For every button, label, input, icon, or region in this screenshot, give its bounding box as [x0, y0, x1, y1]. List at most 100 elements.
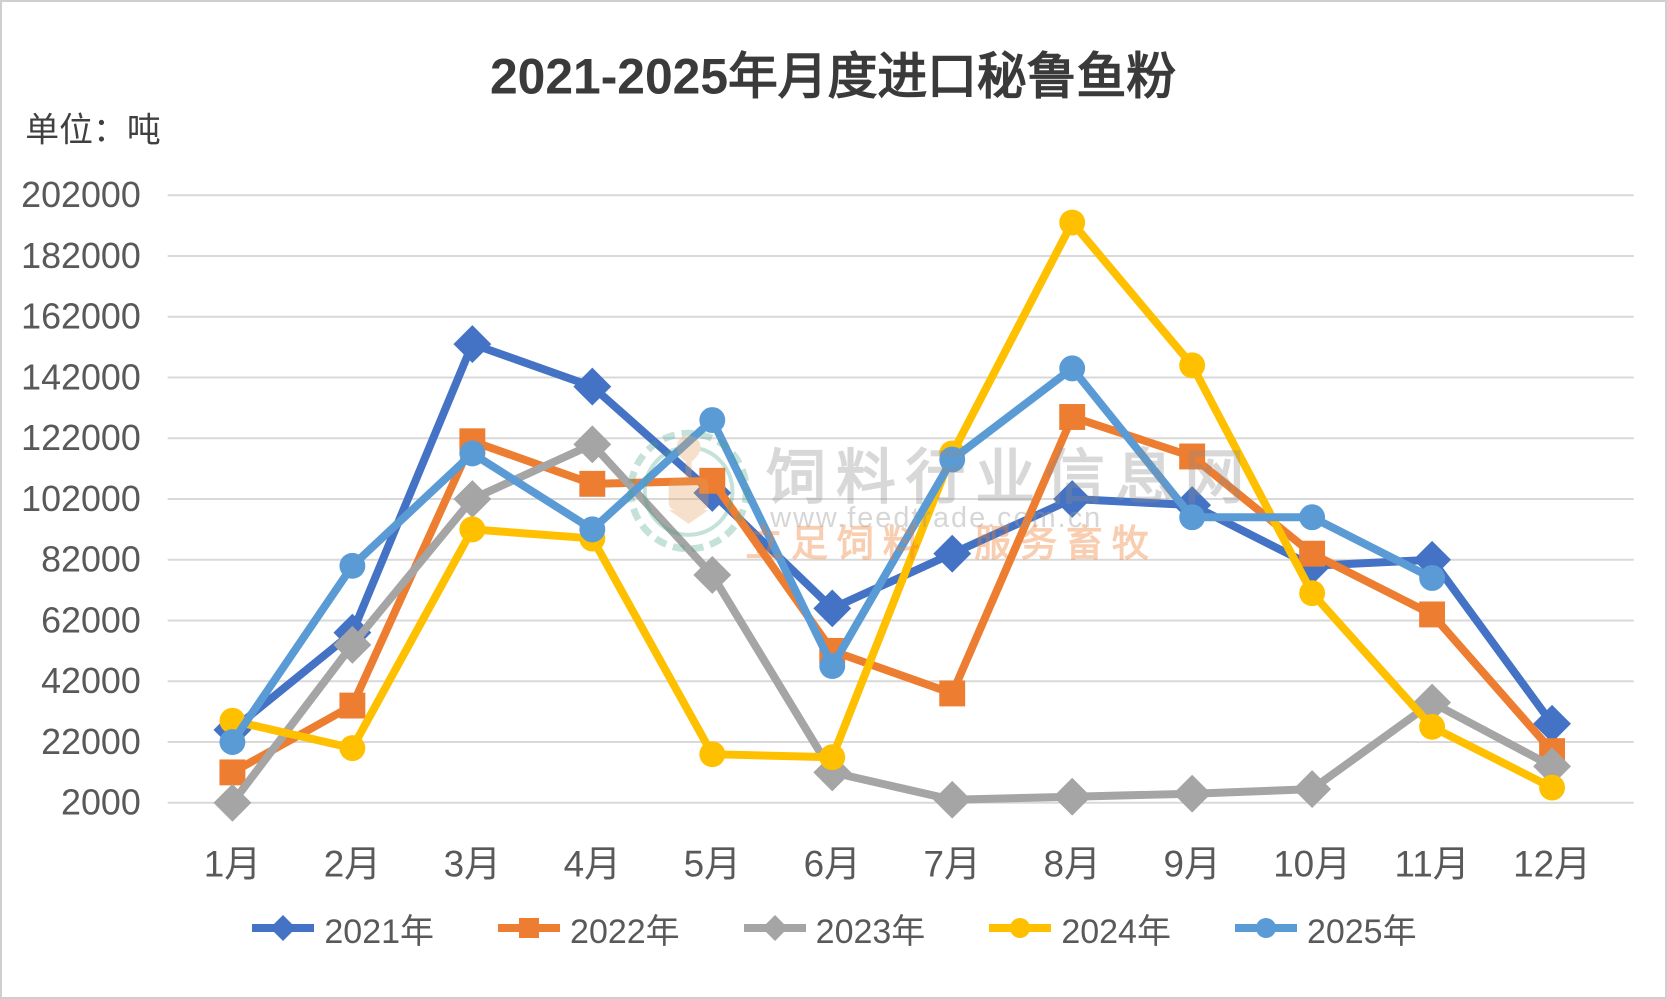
legend-item-2021年: 2021年	[250, 904, 434, 953]
diamond-legend-marker-icon	[743, 915, 806, 941]
x-axis-month-label: 5月	[684, 843, 741, 884]
series-line	[228, 218, 1557, 792]
data-point-marker	[579, 470, 606, 497]
data-point-marker	[939, 446, 966, 473]
x-axis-month-label: 8月	[1044, 843, 1101, 884]
data-point-marker	[1053, 777, 1092, 816]
data-point-marker	[1179, 352, 1206, 379]
y-axis-tick-label: 202000	[21, 175, 141, 215]
data-point-marker	[579, 516, 606, 543]
data-point-marker	[1010, 918, 1031, 938]
data-point-marker	[573, 367, 612, 406]
series-2022年	[219, 404, 1566, 786]
y-axis-tick-label: 2000	[61, 783, 141, 823]
data-point-marker	[339, 692, 366, 719]
watermark-logo-icon	[627, 429, 750, 553]
y-axis-tick-label: 22000	[41, 722, 141, 762]
data-point-marker	[1299, 504, 1326, 531]
data-point-marker	[459, 516, 486, 543]
data-point-marker	[339, 552, 366, 579]
data-point-marker	[1533, 704, 1571, 743]
x-axis-month-label: 9月	[1163, 843, 1220, 884]
data-point-marker	[1255, 918, 1276, 938]
data-point-marker	[1299, 540, 1326, 567]
legend-label: 2024年	[1061, 912, 1171, 951]
unit-label: 单位：吨	[25, 111, 160, 149]
data-point-marker	[1299, 580, 1326, 607]
data-point-marker	[933, 780, 972, 819]
data-point-marker	[270, 915, 297, 941]
x-axis-month-label: 3月	[444, 843, 501, 884]
watermark: 饲料行业信息网 www.feedtrade.com.cn 立足饲料 服务畜牧	[627, 429, 1254, 564]
circle-legend-marker-icon	[989, 918, 1052, 938]
series-line	[228, 412, 1557, 777]
y-axis-tick-labels: 2000 22000 42000 62000 82000 102000 122000 1420…	[21, 175, 141, 823]
data-point-marker	[1179, 504, 1206, 531]
data-point-marker	[813, 589, 852, 628]
chart-title: 2021-2025年月度进口秘鲁鱼粉	[490, 49, 1176, 105]
data-point-marker	[819, 653, 846, 680]
data-point-marker	[339, 735, 366, 762]
data-point-marker	[1533, 747, 1571, 786]
legend-item-2024年: 2024年	[987, 904, 1171, 953]
series-2025年	[219, 355, 1446, 755]
data-point-marker	[933, 534, 972, 573]
y-axis-tick-label: 142000	[21, 357, 141, 397]
data-point-marker	[699, 467, 726, 494]
legend-item-2023年: 2023年	[742, 904, 926, 953]
data-point-marker	[761, 915, 788, 941]
data-point-marker	[453, 480, 492, 518]
data-point-marker	[1539, 774, 1566, 801]
data-point-marker	[1419, 713, 1446, 740]
watermark-url: www.feedtrade.com.cn	[769, 502, 1102, 534]
series-2023年	[213, 425, 1571, 822]
chart-legend: 2021年 2022年 2023年 2024年 2025年	[2, 900, 1665, 956]
watermark-slogan: 立足饲料 服务畜牧	[745, 523, 1157, 564]
x-axis-month-labels: 1月 2月 3月 4月 5月 6月 7月 8月 9月 10月 11月 12月	[204, 843, 1591, 884]
data-point-marker	[699, 407, 726, 433]
legend-label: 2025年	[1306, 912, 1417, 951]
diamond-legend-marker-icon	[252, 915, 315, 941]
y-axis-tick-label: 162000	[21, 297, 141, 337]
x-axis-month-label: 2月	[324, 843, 381, 884]
y-axis-tick-label: 122000	[21, 418, 141, 458]
data-point-marker	[819, 744, 846, 771]
circle-legend-marker-icon	[1234, 918, 1297, 938]
data-point-marker	[219, 759, 246, 786]
data-point-marker	[1173, 774, 1212, 813]
series-line	[228, 440, 1557, 807]
data-point-marker	[1059, 355, 1086, 382]
data-point-marker	[699, 741, 726, 768]
data-point-marker	[693, 556, 732, 594]
x-axis-month-label: 10月	[1273, 843, 1351, 884]
watermark-site-name: 饲料行业信息网	[766, 444, 1254, 511]
y-axis-tick-label: 82000	[41, 540, 141, 580]
data-point-marker	[459, 440, 486, 467]
legend-label: 2023年	[815, 912, 926, 951]
data-point-marker	[939, 680, 966, 707]
data-point-marker	[1053, 480, 1092, 518]
data-point-marker	[1419, 601, 1446, 628]
data-point-marker	[219, 729, 246, 755]
y-axis-tick-label: 42000	[41, 661, 141, 701]
y-axis-tick-label: 102000	[21, 479, 141, 519]
y-axis-tick-label: 62000	[41, 600, 141, 640]
x-axis-month-label: 1月	[204, 843, 261, 884]
x-axis-month-label: 7月	[924, 843, 981, 884]
legend-item-2025年: 2025年	[1233, 904, 1417, 953]
x-axis-month-label: 4月	[564, 843, 621, 884]
legend-label: 2021年	[324, 912, 435, 951]
data-point-marker	[1419, 565, 1446, 591]
legend-label: 2022年	[570, 912, 680, 951]
x-axis-month-label: 12月	[1513, 843, 1591, 884]
legend-item-2022年: 2022年	[496, 904, 680, 953]
x-axis-month-label: 6月	[804, 843, 861, 884]
data-point-marker	[1293, 770, 1332, 809]
data-point-marker	[519, 918, 540, 938]
x-axis-month-label: 11月	[1395, 843, 1470, 884]
y-axis-tick-label: 182000	[21, 236, 141, 276]
square-legend-marker-icon	[498, 918, 561, 938]
data-point-marker	[1179, 443, 1206, 470]
